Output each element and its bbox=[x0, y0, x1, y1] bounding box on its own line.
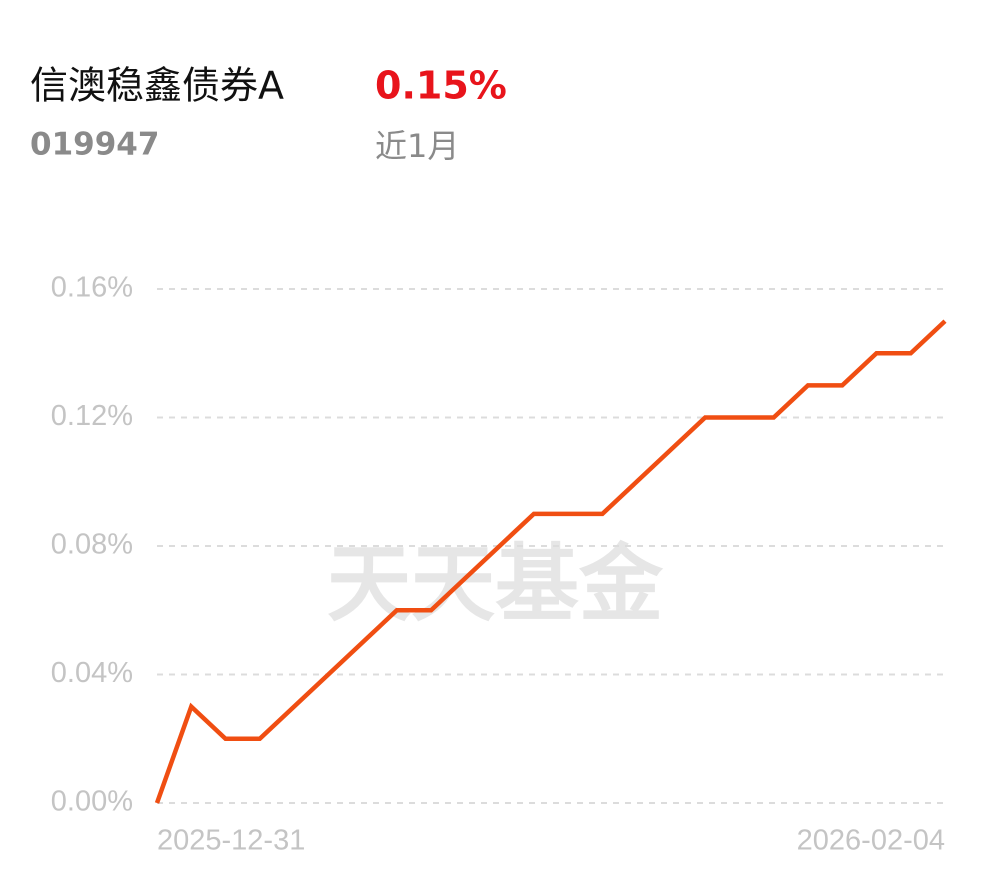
fund-name: 信澳稳鑫债券A bbox=[30, 64, 284, 108]
y-tick-label: 0.16% bbox=[51, 272, 133, 304]
chart: 0.00% 0.04% 0.08% 0.12% 0.16% 2025-12-31 2026-… bbox=[51, 272, 947, 857]
price-line bbox=[154, 319, 947, 804]
fund-code: 019947 bbox=[30, 127, 159, 163]
fund-return: 0.15% bbox=[375, 64, 507, 108]
y-tick-label: 0.12% bbox=[51, 400, 133, 432]
y-tick-label: 0.04% bbox=[51, 657, 133, 689]
x-tick-label: 2026-02-04 bbox=[797, 825, 945, 857]
x-tick-label: 2025-12-31 bbox=[157, 825, 305, 857]
y-tick-label: 0.08% bbox=[51, 529, 133, 561]
y-tick-label: 0.00% bbox=[51, 786, 133, 818]
period-label: 近1月 bbox=[375, 127, 459, 165]
